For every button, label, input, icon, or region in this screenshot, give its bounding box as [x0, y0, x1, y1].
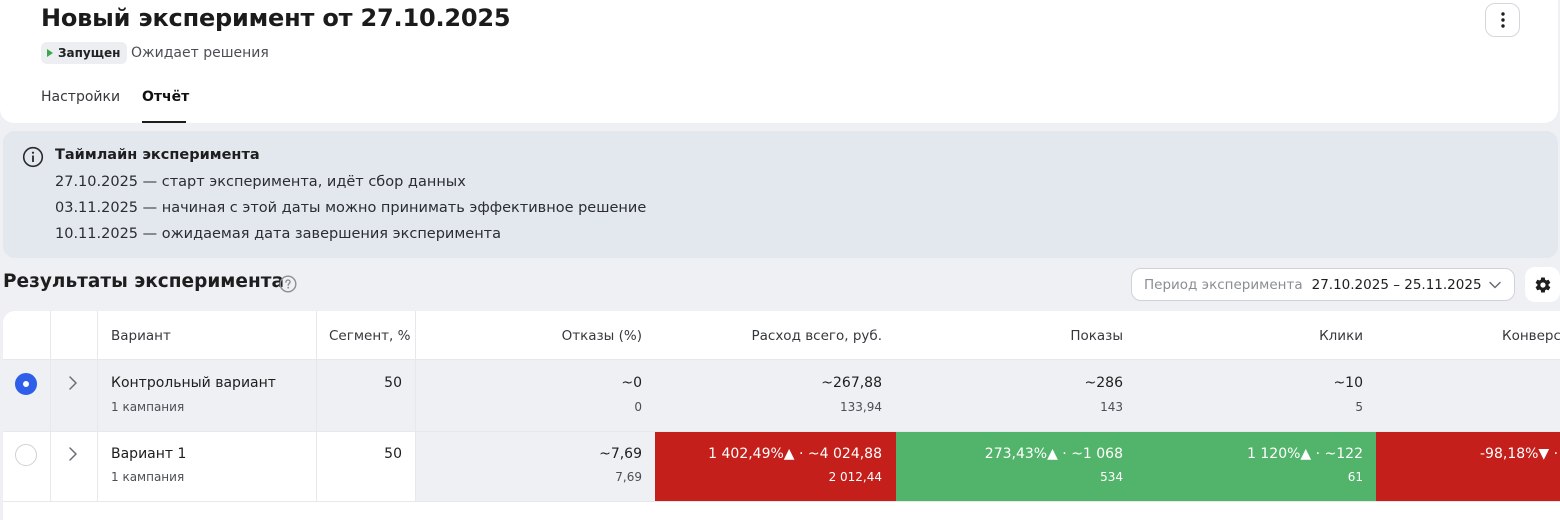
- clicks-delta-cell: [1136, 431, 1376, 501]
- divider: [3, 431, 1560, 432]
- bounces-cell: [415, 431, 655, 501]
- divider: [97, 311, 98, 501]
- spend-sub: 133,94: [840, 400, 882, 414]
- table-row[interactable]: [3, 359, 1560, 431]
- timeline-line: 27.10.2025 — старт эксперимента, идёт сб…: [55, 174, 466, 190]
- column-header-variant[interactable]: Вариант: [111, 328, 171, 344]
- divider: [50, 311, 51, 501]
- info-icon: [22, 146, 44, 168]
- status-badge: Запущен: [41, 42, 128, 64]
- timeline-line: 03.11.2025 — начиная с этой даты можно п…: [55, 200, 647, 216]
- impressions-sub: 534: [1100, 470, 1123, 484]
- impressions-value: ~286: [1084, 375, 1123, 391]
- impressions-delta-cell: [896, 431, 1136, 501]
- divider: [415, 311, 416, 501]
- tab-settings[interactable]: Настройки: [41, 89, 121, 105]
- timeline-panel: Таймлайн эксперимента 27.10.2025 — старт…: [3, 131, 1558, 258]
- variant-name: Контрольный вариант: [111, 375, 276, 391]
- bounces-value: ~7,69: [599, 446, 642, 462]
- variant-campaigns: 1 кампания: [111, 470, 185, 484]
- divider: [316, 311, 317, 501]
- spend-sub: 2 012,44: [828, 470, 882, 484]
- timeline-title: Таймлайн эксперимента: [55, 147, 260, 163]
- chevron-right-icon[interactable]: [67, 375, 79, 391]
- question-icon[interactable]: [279, 275, 297, 293]
- column-header-clicks[interactable]: Клики: [1319, 328, 1363, 344]
- decision-status: Ожидает решения: [131, 45, 269, 61]
- clicks-delta-value: 1 120%▲ · ~122: [1247, 446, 1363, 462]
- period-label: Период эксперимента: [1144, 276, 1303, 293]
- column-header-conversions[interactable]: Конверсии: [1502, 328, 1560, 344]
- play-icon: [47, 49, 53, 57]
- column-header-bounces[interactable]: Отказы (%): [561, 328, 642, 344]
- settings-button[interactable]: [1525, 267, 1560, 302]
- more-button[interactable]: [1485, 3, 1520, 37]
- row-select-radio[interactable]: [15, 444, 37, 466]
- column-header-segment[interactable]: Сегмент, %: [329, 328, 411, 344]
- status-badge-label: Запущен: [58, 46, 121, 60]
- variant-name: Вариант 1: [111, 446, 187, 462]
- experiment-header-card: Новый эксперимент от 27.10.2025 Запущен …: [0, 0, 1558, 123]
- clicks-value: ~10: [1333, 375, 1363, 391]
- column-header-spend[interactable]: Расход всего, руб.: [751, 328, 882, 344]
- period-select[interactable]: Период эксперимента 27.10.2025 – 25.11.2…: [1131, 268, 1515, 301]
- tab-report[interactable]: Отчёт: [142, 89, 190, 105]
- row-select-radio[interactable]: [15, 373, 37, 395]
- period-value: 27.10.2025 – 25.11.2025: [1311, 276, 1482, 293]
- bounces-sub: 0: [634, 400, 642, 414]
- column-header-impressions[interactable]: Показы: [1070, 328, 1123, 344]
- chevron-right-icon[interactable]: [67, 446, 79, 462]
- more-vertical-icon: [1500, 12, 1505, 28]
- segment-value: 50: [384, 446, 402, 462]
- clicks-sub: 61: [1347, 470, 1363, 484]
- bounces-sub: 7,69: [615, 470, 642, 484]
- table-row[interactable]: [3, 431, 415, 501]
- variant-campaigns: 1 кампания: [111, 400, 185, 414]
- timeline-line: 10.11.2025 — ожидаемая дата завершения э…: [55, 226, 502, 242]
- divider: [3, 501, 1560, 502]
- conversions-delta-cell: [1376, 431, 1560, 501]
- gear-icon: [1535, 277, 1550, 293]
- bounces-value: ~0: [621, 375, 642, 391]
- divider: [3, 359, 1560, 360]
- impressions-delta-value: 273,43%▲ · ~1 068: [984, 446, 1123, 462]
- segment-value: 50: [384, 375, 402, 391]
- results-table: Вариант Сегмент, % Отказы (%) Расход все…: [3, 311, 1560, 520]
- conversions-delta-value: -98,18%▼ ·: [1480, 446, 1559, 462]
- active-tab-indicator: [142, 121, 186, 123]
- clicks-sub: 5: [1355, 400, 1363, 414]
- spend-delta-cell: [655, 431, 896, 501]
- spend-value: ~267,88: [821, 375, 882, 391]
- page-title: Новый эксперимент от 27.10.2025: [41, 4, 511, 32]
- spend-delta-value: 1 402,49%▲ · ~4 024,88: [708, 446, 882, 462]
- results-title: Результаты эксперимента: [3, 271, 284, 292]
- impressions-sub: 143: [1100, 400, 1123, 414]
- chevron-down-icon: [1489, 281, 1501, 289]
